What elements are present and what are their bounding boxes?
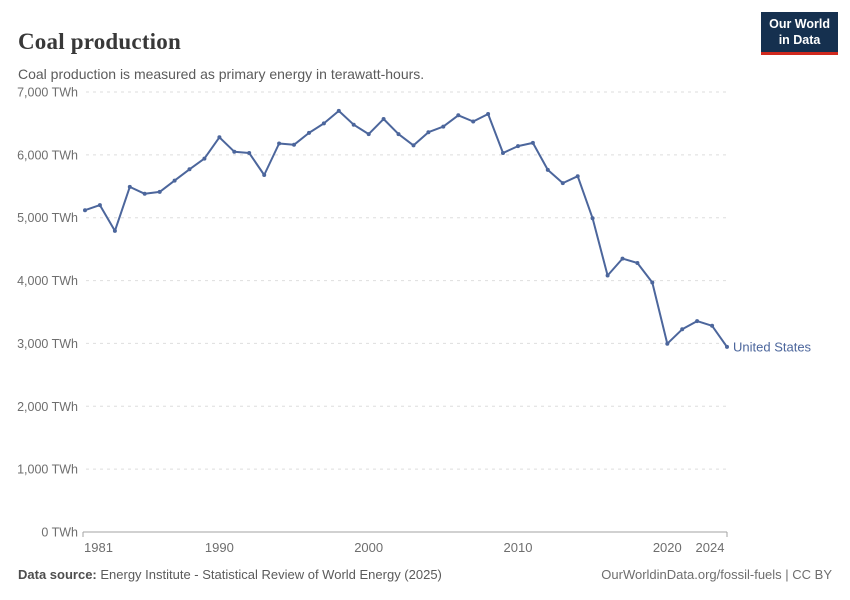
data-point[interactable]: [292, 142, 296, 147]
x-tick-label: 2000: [354, 540, 383, 555]
data-point[interactable]: [456, 113, 461, 118]
data-source-note: Data source: Energy Institute - Statisti…: [18, 567, 442, 582]
owid-logo-line1: Our World: [769, 17, 830, 31]
data-source-label: Data source:: [18, 567, 97, 582]
owid-logo-line2: in Data: [778, 32, 821, 47]
y-tick-label: 0 TWh: [41, 526, 78, 540]
entity-label[interactable]: United States: [733, 339, 812, 354]
data-point[interactable]: [635, 261, 640, 265]
data-point[interactable]: [142, 191, 147, 196]
data-point[interactable]: [650, 280, 655, 285]
page-title: Coal production: [18, 29, 181, 55]
data-point[interactable]: [471, 119, 476, 124]
data-point[interactable]: [277, 141, 282, 146]
y-tick-label: 1,000 TWh: [17, 463, 78, 477]
data-point[interactable]: [501, 151, 505, 155]
data-series-line[interactable]: [84, 109, 728, 348]
data-point[interactable]: [441, 124, 446, 129]
data-point[interactable]: [486, 112, 491, 116]
data-source-text: Energy Institute - Statistical Review of…: [96, 567, 442, 582]
y-tick-label: 3,000 TWh: [17, 337, 78, 351]
data-point[interactable]: [112, 228, 117, 233]
data-point[interactable]: [560, 181, 565, 186]
data-point[interactable]: [366, 132, 371, 137]
data-point[interactable]: [232, 149, 237, 154]
chart-subtitle: Coal production is measured as primary e…: [18, 66, 425, 82]
y-tick-label: 5,000 TWh: [17, 211, 78, 225]
x-tick-label: 2010: [504, 540, 533, 555]
data-point[interactable]: [157, 189, 162, 194]
data-point[interactable]: [620, 256, 625, 261]
y-tick-label: 7,000 TWh: [17, 86, 78, 100]
owid-logo[interactable]: Our World in Data: [761, 12, 838, 56]
data-point[interactable]: [411, 143, 416, 148]
data-point[interactable]: [336, 108, 341, 113]
data-point[interactable]: [351, 122, 356, 127]
data-point[interactable]: [217, 135, 222, 140]
y-tick-label: 6,000 TWh: [17, 148, 78, 162]
data-point[interactable]: [545, 167, 550, 172]
data-point[interactable]: [187, 167, 192, 172]
data-point[interactable]: [396, 132, 401, 137]
chart-canvas: 0 TWh 1,000 TWh 2,000 TWh 3,000 TWh 4,000 TW…: [17, 86, 812, 556]
x-tick-label: 1981: [84, 540, 113, 555]
y-tick-label: 4,000 TWh: [17, 274, 78, 288]
data-point[interactable]: [97, 203, 102, 208]
data-point[interactable]: [575, 174, 580, 179]
x-tick-label: 1990: [205, 540, 234, 555]
data-point[interactable]: [321, 121, 326, 126]
x-tick-label: 2024: [696, 540, 725, 555]
data-point[interactable]: [695, 319, 700, 324]
data-point[interactable]: [710, 323, 715, 328]
data-point[interactable]: [247, 151, 252, 155]
data-point[interactable]: [530, 140, 535, 145]
data-point[interactable]: [262, 173, 267, 177]
data-point[interactable]: [83, 208, 87, 213]
data-point[interactable]: [725, 344, 729, 349]
data-point[interactable]: [605, 273, 610, 278]
data-point[interactable]: [127, 184, 132, 189]
data-point[interactable]: [426, 130, 431, 135]
data-point[interactable]: [202, 156, 207, 161]
data-point[interactable]: [680, 327, 685, 332]
x-tick-label: 2020: [653, 540, 682, 555]
y-tick-label: 2,000 TWh: [17, 400, 78, 414]
data-point[interactable]: [590, 216, 595, 221]
data-point[interactable]: [665, 341, 670, 346]
data-point[interactable]: [307, 130, 311, 135]
license-link[interactable]: OurWorldinData.org/fossil-fuels | CC BY: [601, 567, 832, 582]
data-point[interactable]: [172, 178, 177, 183]
chart-footer: Data source: Energy Institute - Statisti…: [18, 567, 832, 582]
data-point[interactable]: [381, 117, 386, 121]
data-point[interactable]: [516, 144, 520, 149]
